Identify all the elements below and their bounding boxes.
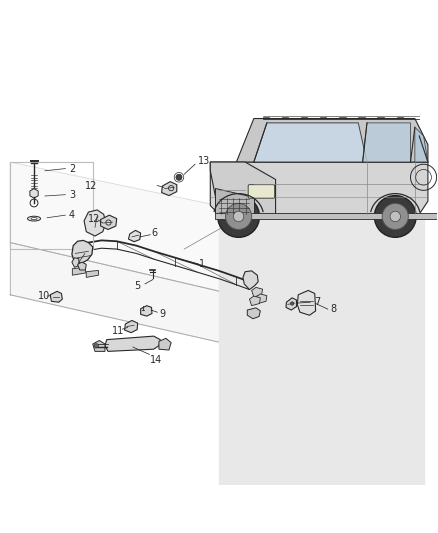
Polygon shape: [250, 296, 260, 305]
Text: 10: 10: [39, 291, 51, 301]
Polygon shape: [124, 320, 138, 333]
Circle shape: [226, 204, 252, 230]
Ellipse shape: [28, 216, 41, 221]
Polygon shape: [210, 162, 428, 214]
Polygon shape: [210, 162, 276, 214]
Polygon shape: [93, 341, 105, 351]
Circle shape: [94, 344, 99, 348]
Polygon shape: [10, 243, 385, 379]
Text: 12: 12: [85, 181, 97, 191]
Polygon shape: [159, 338, 171, 350]
Circle shape: [233, 211, 244, 222]
Polygon shape: [254, 123, 367, 162]
Polygon shape: [286, 298, 297, 310]
Polygon shape: [84, 210, 106, 236]
Polygon shape: [252, 287, 262, 297]
Text: 2: 2: [69, 164, 75, 174]
Circle shape: [390, 211, 400, 222]
Text: 3: 3: [69, 190, 75, 200]
Polygon shape: [415, 127, 428, 162]
Text: 12: 12: [88, 214, 101, 224]
Polygon shape: [86, 270, 99, 277]
Polygon shape: [247, 308, 260, 319]
Circle shape: [290, 302, 294, 305]
Polygon shape: [72, 268, 85, 275]
Text: 1: 1: [199, 259, 205, 269]
Polygon shape: [141, 305, 152, 316]
Text: 14: 14: [150, 355, 162, 365]
Text: 5: 5: [134, 281, 141, 291]
FancyBboxPatch shape: [248, 184, 275, 198]
Bar: [10, 162, 93, 249]
Polygon shape: [78, 262, 86, 270]
Circle shape: [218, 196, 259, 237]
Polygon shape: [256, 294, 267, 303]
Text: 4: 4: [69, 210, 75, 220]
Circle shape: [382, 204, 408, 230]
Ellipse shape: [31, 217, 37, 220]
Text: 8: 8: [330, 304, 336, 314]
Polygon shape: [162, 182, 177, 196]
Polygon shape: [72, 258, 79, 268]
Circle shape: [176, 174, 182, 180]
Polygon shape: [297, 290, 316, 315]
Polygon shape: [105, 336, 160, 351]
Text: 13: 13: [198, 156, 210, 166]
Text: 6: 6: [152, 228, 158, 238]
Polygon shape: [243, 271, 258, 289]
Polygon shape: [50, 292, 62, 302]
Bar: [215, 213, 438, 220]
Text: 11: 11: [113, 326, 125, 336]
Circle shape: [374, 196, 416, 237]
Text: 7: 7: [314, 297, 320, 307]
Text: 9: 9: [159, 309, 165, 319]
Polygon shape: [10, 162, 385, 329]
Polygon shape: [237, 118, 428, 162]
Polygon shape: [72, 240, 93, 263]
Polygon shape: [128, 230, 141, 241]
Polygon shape: [363, 123, 410, 162]
Polygon shape: [101, 215, 117, 230]
Polygon shape: [215, 188, 254, 214]
